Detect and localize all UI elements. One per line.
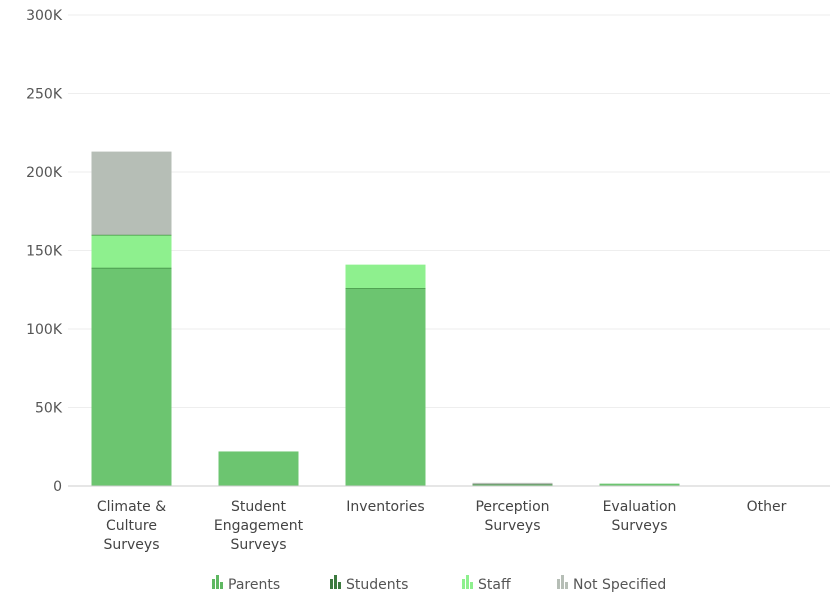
x-tick-label-line: Surveys	[612, 518, 668, 534]
legend-label: Students	[346, 577, 408, 593]
gridlines	[68, 14, 830, 408]
x-tick-label-line: Surveys	[104, 537, 160, 553]
x-tick-label-line: Surveys	[231, 537, 287, 553]
x-tick-label: Evaluation Surveys	[603, 499, 677, 534]
legend-label: Parents	[228, 577, 280, 593]
x-tick-label-line: Inventories	[346, 499, 424, 515]
y-tick-label: 150K	[26, 244, 63, 260]
x-tick-label: Perception Surveys	[475, 499, 549, 534]
legend-icon-bar	[212, 579, 215, 589]
y-tick-label: 0	[53, 479, 62, 495]
bar-chart-icon	[462, 575, 473, 589]
bar-chart-icon	[557, 575, 568, 589]
x-tick-label-line: Student	[231, 499, 287, 515]
bar-segment	[218, 451, 299, 486]
legend-item[interactable]: Students	[330, 575, 408, 593]
bar-segment	[472, 484, 553, 486]
legend-item[interactable]: Parents	[212, 575, 280, 593]
x-tick-label-line: Climate &	[97, 499, 166, 515]
x-tick-label: Other	[747, 499, 787, 515]
legend-icon-bar	[561, 575, 564, 589]
y-axis: 0 50K 100K 150K 200K 250K 300K	[26, 8, 63, 495]
legend-icon-bar	[334, 575, 337, 589]
y-tick-label: 300K	[26, 8, 63, 24]
bar-segment	[345, 264, 426, 289]
legend-item[interactable]: Staff	[462, 575, 511, 593]
bar-segment	[91, 151, 172, 235]
bar-segment	[91, 234, 172, 268]
x-tick-label: Student Engagement Surveys	[214, 499, 304, 553]
bar-chart-icon	[330, 575, 341, 589]
bar-segment	[599, 483, 680, 486]
y-tick-label: 200K	[26, 165, 63, 181]
legend-icon-bar	[216, 575, 219, 589]
legend-label: Staff	[478, 577, 511, 593]
bar-chart-icon	[212, 575, 223, 589]
legend-item[interactable]: Not Specified	[557, 575, 666, 593]
legend-icon-bar	[338, 582, 341, 589]
legend-icon-bar	[557, 579, 560, 589]
x-tick-label-line: Perception	[475, 499, 549, 515]
bars	[91, 151, 680, 486]
x-tick-label-line: Surveys	[485, 518, 541, 534]
legend-icon-bar	[466, 575, 469, 589]
bar-segment	[91, 267, 172, 486]
legend-icon-bar	[565, 582, 568, 589]
y-tick-label: 50K	[35, 401, 63, 417]
x-tick-label: Inventories	[346, 499, 424, 515]
x-tick-label: Climate & Culture Surveys	[97, 499, 166, 553]
legend[interactable]: Parents Students Staff Not Specified	[212, 575, 666, 593]
legend-icon-bar	[220, 582, 223, 589]
x-tick-label-line: Engagement	[214, 518, 304, 534]
x-tick-label-line: Culture	[106, 518, 157, 534]
legend-label: Not Specified	[573, 577, 666, 593]
y-tick-label: 250K	[26, 87, 63, 103]
legend-icon-bar	[470, 582, 473, 589]
bar-segment	[345, 288, 426, 486]
bar-segment	[472, 482, 553, 485]
x-axis: Climate & Culture Surveys Student Engagement…	[68, 485, 830, 553]
y-tick-label: 100K	[26, 322, 63, 338]
legend-icon-bar	[462, 579, 465, 589]
x-tick-label-line: Other	[747, 499, 787, 515]
x-tick-label-line: Evaluation	[603, 499, 677, 515]
legend-icon-bar	[330, 579, 333, 589]
